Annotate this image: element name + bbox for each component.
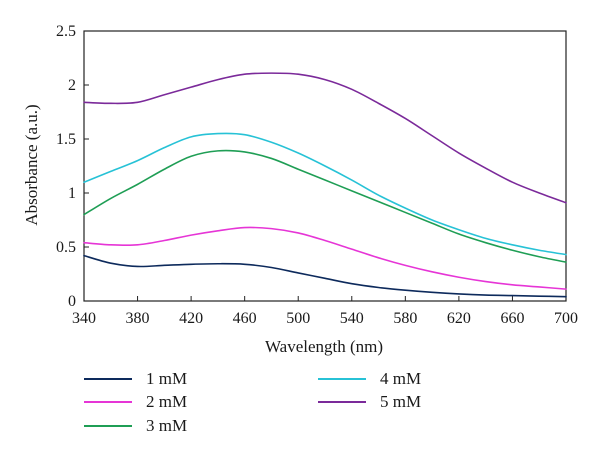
y-tick-label: 2 xyxy=(68,77,76,94)
x-tick-label: 500 xyxy=(286,310,310,327)
x-tick-label: 420 xyxy=(179,310,203,327)
x-axis: 340 380 420 460 500 540 580 620 660 700 xyxy=(72,296,578,327)
series-line-2-mm xyxy=(83,226,567,290)
x-tick-label: 540 xyxy=(340,310,364,327)
x-tick-label: 340 xyxy=(72,310,96,327)
x-tick-label: 660 xyxy=(500,310,524,327)
series-line-1-mm xyxy=(83,254,567,298)
series-line-3-mm xyxy=(83,149,567,263)
y-tick-label: 1.5 xyxy=(56,131,76,148)
series-line-4-mm xyxy=(83,132,567,256)
y-axis-label: Absorbance (a.u.) xyxy=(22,104,41,225)
x-tick-label: 580 xyxy=(393,310,417,327)
y-axis: 0 0.5 1 1.5 2 2.5 xyxy=(56,23,89,310)
series-line-5-mm xyxy=(83,72,567,204)
x-axis-label: Wavelength (nm) xyxy=(265,337,383,356)
series-lines xyxy=(83,72,567,298)
x-tick-label: 700 xyxy=(554,310,578,327)
y-tick-label: 0.5 xyxy=(56,239,76,256)
y-tick-label: 0 xyxy=(68,293,76,310)
plot-border xyxy=(83,30,567,302)
x-tick-label: 620 xyxy=(447,310,471,327)
x-tick-label: 380 xyxy=(126,310,150,327)
y-tick-label: 1 xyxy=(68,185,76,202)
x-tick-label: 460 xyxy=(233,310,257,327)
y-tick-label: 2.5 xyxy=(56,23,76,40)
plot-frame xyxy=(83,30,567,302)
